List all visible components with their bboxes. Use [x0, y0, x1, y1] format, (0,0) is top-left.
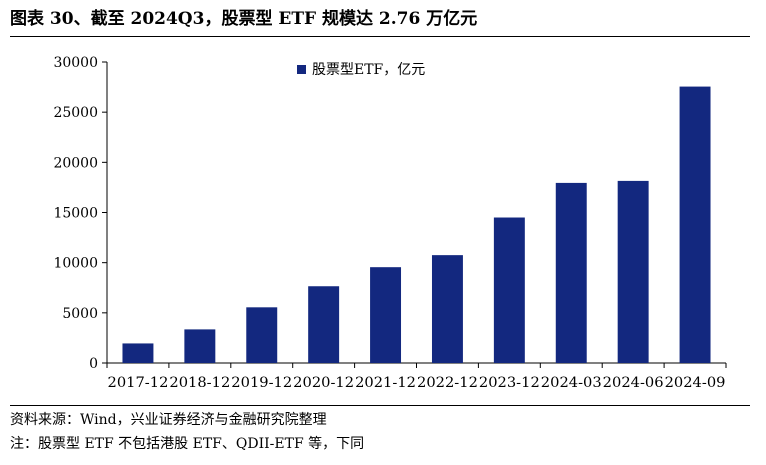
x-tick-label: 2020-12	[293, 375, 354, 391]
x-tick-label: 2019-12	[231, 375, 292, 391]
x-tick-label: 2024-03	[541, 375, 602, 391]
y-tick-label: 20000	[53, 155, 98, 171]
x-tick-label: 2024-06	[603, 375, 664, 391]
bar	[184, 329, 216, 363]
source-note: 资料来源：Wind，兴业证券经济与金融研究院整理	[10, 412, 327, 428]
x-tick-label: 2017-12	[108, 375, 169, 391]
x-tick-label: 2018-12	[169, 375, 230, 391]
bar	[431, 255, 463, 363]
x-tick-label: 2021-12	[355, 375, 416, 391]
x-tick-label: 2022-12	[417, 375, 478, 391]
x-axis: 2017-12 2018-12 2019-12 2020-12 2021-12 2022-…	[106, 362, 727, 391]
chart-title: 图表 30、截至 2024Q3，股票型 ETF 规模达 2.76 万亿元	[10, 9, 478, 29]
y-tick-label: 25000	[53, 105, 98, 121]
y-tick-label: 30000	[53, 55, 98, 71]
legend-label: 股票型ETF，亿元	[312, 62, 425, 78]
bar	[246, 307, 278, 363]
bar	[308, 286, 340, 363]
y-tick-label: 5000	[62, 306, 98, 322]
legend-swatch	[297, 65, 306, 74]
bars	[122, 86, 711, 363]
x-tick-label: 2024-09	[665, 375, 726, 391]
bar	[122, 343, 154, 363]
bar	[370, 267, 402, 363]
bar	[679, 86, 711, 363]
bar	[493, 217, 525, 363]
y-axis: 0 5000 10000 15000 20000 25000 30000	[53, 55, 108, 372]
legend: 股票型ETF，亿元	[297, 62, 425, 78]
top-divider	[10, 36, 750, 37]
bar	[617, 180, 649, 363]
y-tick-label: 0	[89, 356, 98, 372]
x-tick-label: 2023-12	[479, 375, 540, 391]
bar	[555, 182, 587, 363]
footnote: 注：股票型 ETF 不包括港股 ETF、QDII-ETF 等，下同	[10, 436, 365, 452]
bottom-divider	[10, 405, 750, 406]
y-tick-label: 10000	[53, 256, 98, 272]
y-tick-label: 15000	[53, 206, 98, 222]
